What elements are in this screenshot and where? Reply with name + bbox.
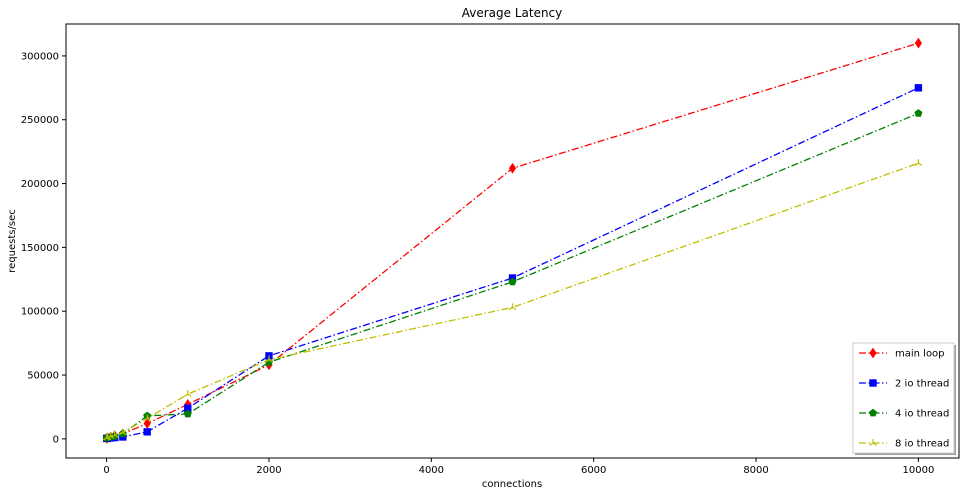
legend-label: 4 io thread (895, 409, 949, 420)
series-1 (103, 37, 923, 444)
legend-marker (868, 408, 878, 417)
data-point (143, 428, 151, 436)
data-point (508, 277, 517, 286)
legend-item: 4 io thread (859, 409, 949, 420)
plot-area (65, 23, 960, 459)
y-tick-label: 200000 (21, 179, 59, 190)
x-tick-label: 0 (103, 465, 109, 476)
legend: main loop 2 io thread 4 io thread 8 io thre… (852, 342, 956, 455)
y-axis-label: requests/sec (7, 209, 18, 272)
legend-item: 2 io thread (859, 379, 949, 390)
series-2 (102, 84, 923, 443)
data-point (914, 37, 923, 49)
x-tick-label: 8000 (743, 465, 768, 476)
series-line (106, 162, 919, 439)
series-4 (102, 159, 923, 441)
data-point (183, 390, 192, 397)
legend-item: 8 io thread (859, 439, 949, 450)
data-point (143, 418, 151, 429)
y-axis: 0 50000 100000 150000 200000 250000 300000 (21, 51, 66, 445)
x-axis: 0 2000 4000 6000 8000 10000 (103, 458, 934, 476)
data-point (508, 303, 517, 311)
series-layer (102, 37, 923, 444)
legend-marker (869, 379, 877, 387)
x-axis-label: connections (482, 479, 542, 490)
data-point (508, 162, 517, 174)
data-point (914, 159, 923, 166)
y-tick-label: 150000 (21, 243, 59, 254)
x-tick-label: 4000 (419, 465, 444, 476)
y-tick-label: 250000 (21, 115, 59, 126)
y-tick-label: 300000 (21, 51, 59, 62)
x-tick-label: 10000 (903, 465, 935, 476)
legend-label: main loop (895, 349, 945, 360)
data-point (183, 409, 192, 418)
data-point (143, 414, 152, 422)
legend-label: 2 io thread (895, 379, 949, 390)
series-line (106, 42, 919, 439)
data-point (914, 84, 923, 92)
legend-label: 8 io thread (895, 439, 949, 450)
y-tick-label: 100000 (21, 307, 59, 318)
data-point (265, 355, 273, 363)
legend-marker (869, 347, 877, 359)
y-tick-label: 50000 (27, 371, 59, 382)
legend-item: main loop (859, 347, 945, 360)
y-tick-label: 0 (53, 434, 59, 445)
chart-title: Average Latency (462, 6, 563, 20)
data-point (119, 428, 127, 436)
data-point (110, 431, 119, 438)
data-point (914, 109, 923, 117)
series-line (106, 87, 919, 440)
x-tick-label: 2000 (256, 465, 281, 476)
x-tick-label: 6000 (581, 465, 606, 476)
legend-box (852, 342, 955, 454)
legend-marker (869, 439, 877, 446)
